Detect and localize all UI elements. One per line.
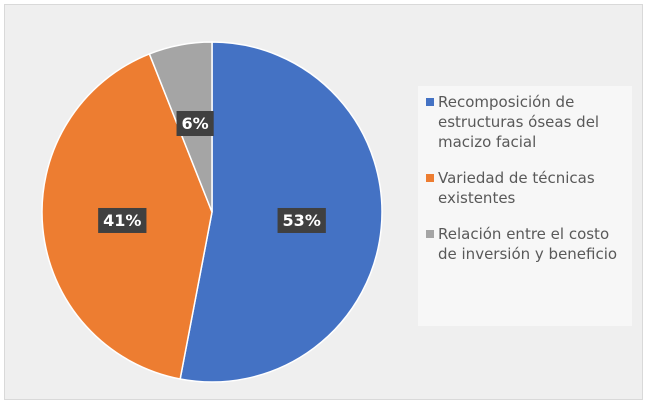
- data-label-text: 6%: [182, 114, 209, 133]
- data-label-box: [98, 207, 147, 233]
- legend-item: Variedad de técnicas existentes: [426, 168, 624, 208]
- data-label-box: [277, 207, 326, 233]
- data-label-text: 41%: [103, 211, 141, 230]
- legend-item: Recomposición de estructuras óseas del m…: [426, 92, 624, 152]
- legend-label: Relación entre el costo de inversión y b…: [438, 225, 618, 263]
- data-label: 6%: [176, 110, 214, 136]
- data-label-box: [176, 110, 214, 136]
- legend-label: Recomposición de estructuras óseas del m…: [438, 93, 600, 151]
- legend: Recomposición de estructuras óseas del m…: [418, 86, 632, 326]
- data-label-text: 53%: [283, 211, 321, 230]
- legend-swatch: [426, 230, 434, 238]
- data-label: 53%: [277, 207, 326, 233]
- legend-item: Relación entre el costo de inversión y b…: [426, 224, 624, 264]
- data-label: 41%: [98, 207, 147, 233]
- legend-label: Variedad de técnicas existentes: [438, 169, 595, 207]
- legend-swatch: [426, 98, 434, 106]
- legend-swatch: [426, 174, 434, 182]
